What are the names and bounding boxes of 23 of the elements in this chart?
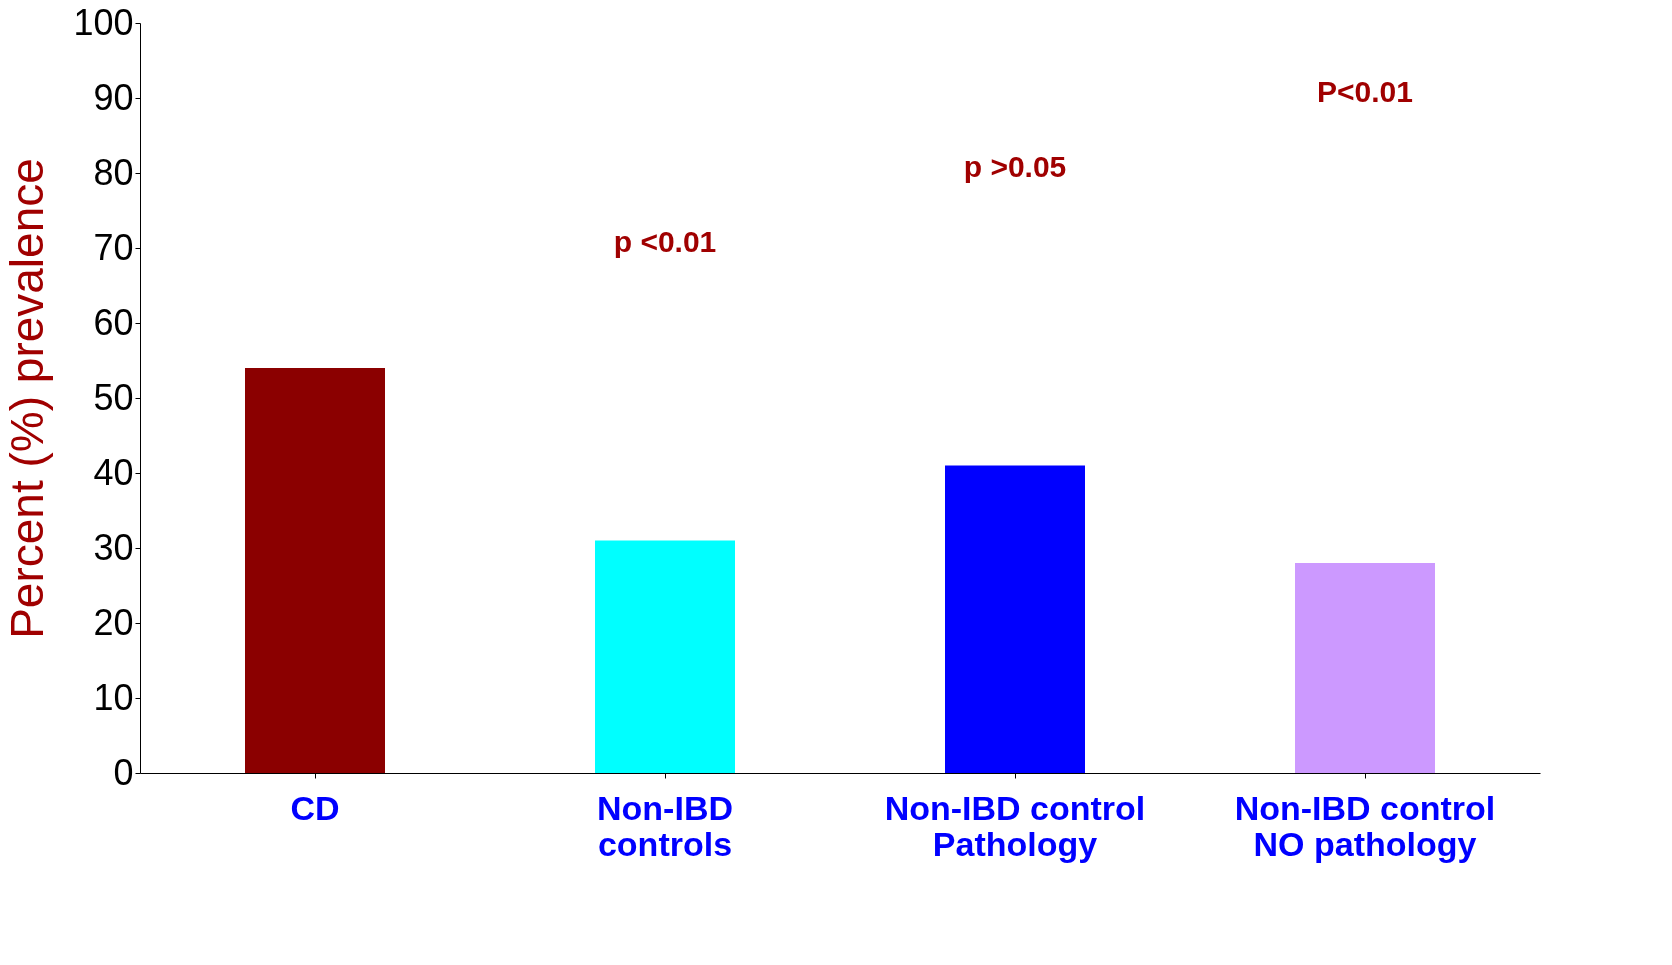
x-tick-label: Non-IBD control Pathology bbox=[884, 788, 1146, 863]
bar bbox=[1295, 563, 1435, 773]
x-tick-label: CD bbox=[290, 788, 340, 827]
y-tick-label: 80 bbox=[93, 151, 134, 193]
y-axis-title: Percent (%) prevalence bbox=[1, 158, 54, 639]
y-tick-label: 100 bbox=[73, 1, 134, 43]
annotation: p >0.05 bbox=[963, 150, 1067, 183]
y-tick-label: 70 bbox=[93, 226, 134, 268]
y-tick-label: 50 bbox=[93, 376, 134, 418]
y-tick-label: 40 bbox=[93, 451, 134, 493]
bar bbox=[245, 368, 385, 773]
y-tick-label: 20 bbox=[93, 601, 134, 643]
y-tick-label: 90 bbox=[93, 76, 134, 118]
x-tick-label: Non-IBD controls bbox=[597, 788, 733, 863]
bar bbox=[945, 465, 1085, 773]
x-tick-label: Non-IBD control NO pathology bbox=[1234, 788, 1496, 863]
annotation: p <0.01 bbox=[613, 225, 717, 258]
bar bbox=[595, 540, 735, 773]
y-tick-label: 60 bbox=[93, 301, 134, 343]
y-tick-label: 0 bbox=[113, 751, 134, 793]
annotation: P<0.01 bbox=[1317, 75, 1413, 108]
y-tick-label: 30 bbox=[93, 526, 134, 568]
y-tick-label: 10 bbox=[93, 676, 134, 718]
